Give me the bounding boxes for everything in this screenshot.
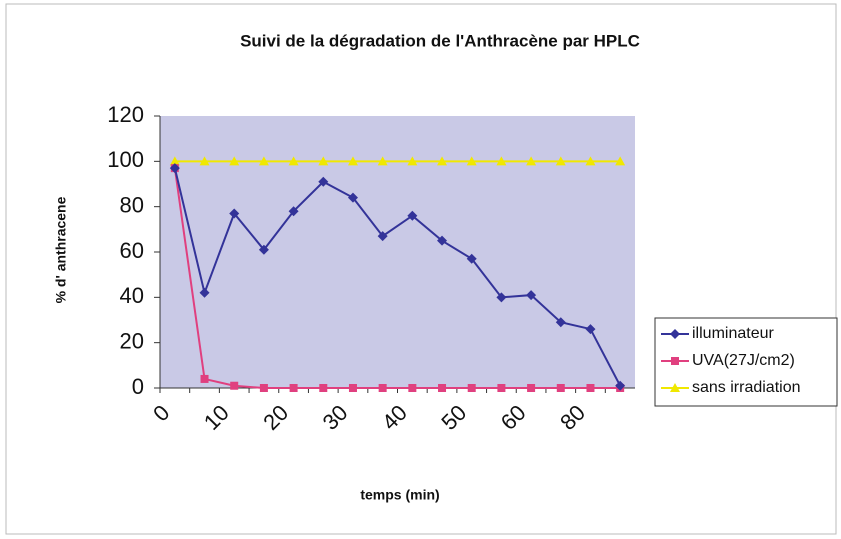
- point: [199, 156, 210, 166]
- legend-label: UVA(27J/cm2): [692, 352, 795, 369]
- point: [497, 384, 506, 392]
- point: [437, 235, 448, 246]
- legend-label: sans irradiation: [692, 379, 801, 396]
- point: [671, 357, 679, 365]
- point: [229, 156, 240, 166]
- point: [615, 380, 626, 391]
- point: [670, 383, 680, 392]
- point: [229, 208, 240, 219]
- chart-title: Suivi de la dégradation de l'Anthracène …: [240, 31, 640, 50]
- point: [555, 156, 566, 166]
- legend-label: illuminateur: [692, 325, 774, 342]
- point: [318, 156, 329, 166]
- point: [467, 384, 476, 392]
- point: [466, 253, 477, 264]
- y-tick-label: 40: [120, 283, 144, 308]
- y-axis-label: % d' anthracene: [53, 196, 69, 303]
- point: [258, 156, 269, 166]
- y-tick-label: 80: [120, 192, 144, 217]
- point: [347, 156, 358, 166]
- point: [258, 244, 269, 255]
- y-tick-label: 60: [120, 238, 144, 263]
- point: [585, 156, 596, 166]
- point: [169, 156, 180, 166]
- point: [408, 384, 417, 392]
- point: [347, 192, 358, 203]
- series-line: [173, 167, 622, 387]
- point: [555, 317, 566, 328]
- point: [199, 287, 210, 298]
- point: [670, 329, 680, 339]
- point: [200, 374, 209, 383]
- point: [407, 210, 418, 221]
- point: [319, 384, 328, 392]
- plot-area: [160, 116, 635, 388]
- point: [289, 384, 298, 392]
- point: [377, 231, 388, 242]
- point: [377, 156, 388, 166]
- point: [259, 384, 268, 392]
- point: [169, 163, 180, 174]
- point: [437, 156, 448, 166]
- y-tick-label: 0: [132, 374, 144, 399]
- point: [348, 384, 357, 392]
- series-line: [173, 167, 621, 389]
- point: [438, 384, 447, 392]
- y-tick-label: 120: [107, 102, 144, 127]
- point: [496, 292, 507, 303]
- point: [585, 324, 596, 335]
- point: [230, 381, 239, 390]
- y-tick-label: 100: [107, 147, 144, 172]
- point: [526, 290, 537, 301]
- point: [527, 384, 536, 392]
- point: [318, 176, 329, 187]
- x-axis-label: temps (min): [360, 487, 439, 503]
- point: [407, 156, 418, 166]
- point: [378, 384, 387, 392]
- point: [466, 156, 477, 166]
- y-tick-label: 20: [120, 328, 144, 353]
- point: [496, 156, 507, 166]
- point: [556, 384, 565, 392]
- point: [526, 156, 537, 166]
- point: [288, 206, 299, 217]
- point: [288, 156, 299, 166]
- point: [615, 156, 626, 166]
- point: [586, 384, 595, 392]
